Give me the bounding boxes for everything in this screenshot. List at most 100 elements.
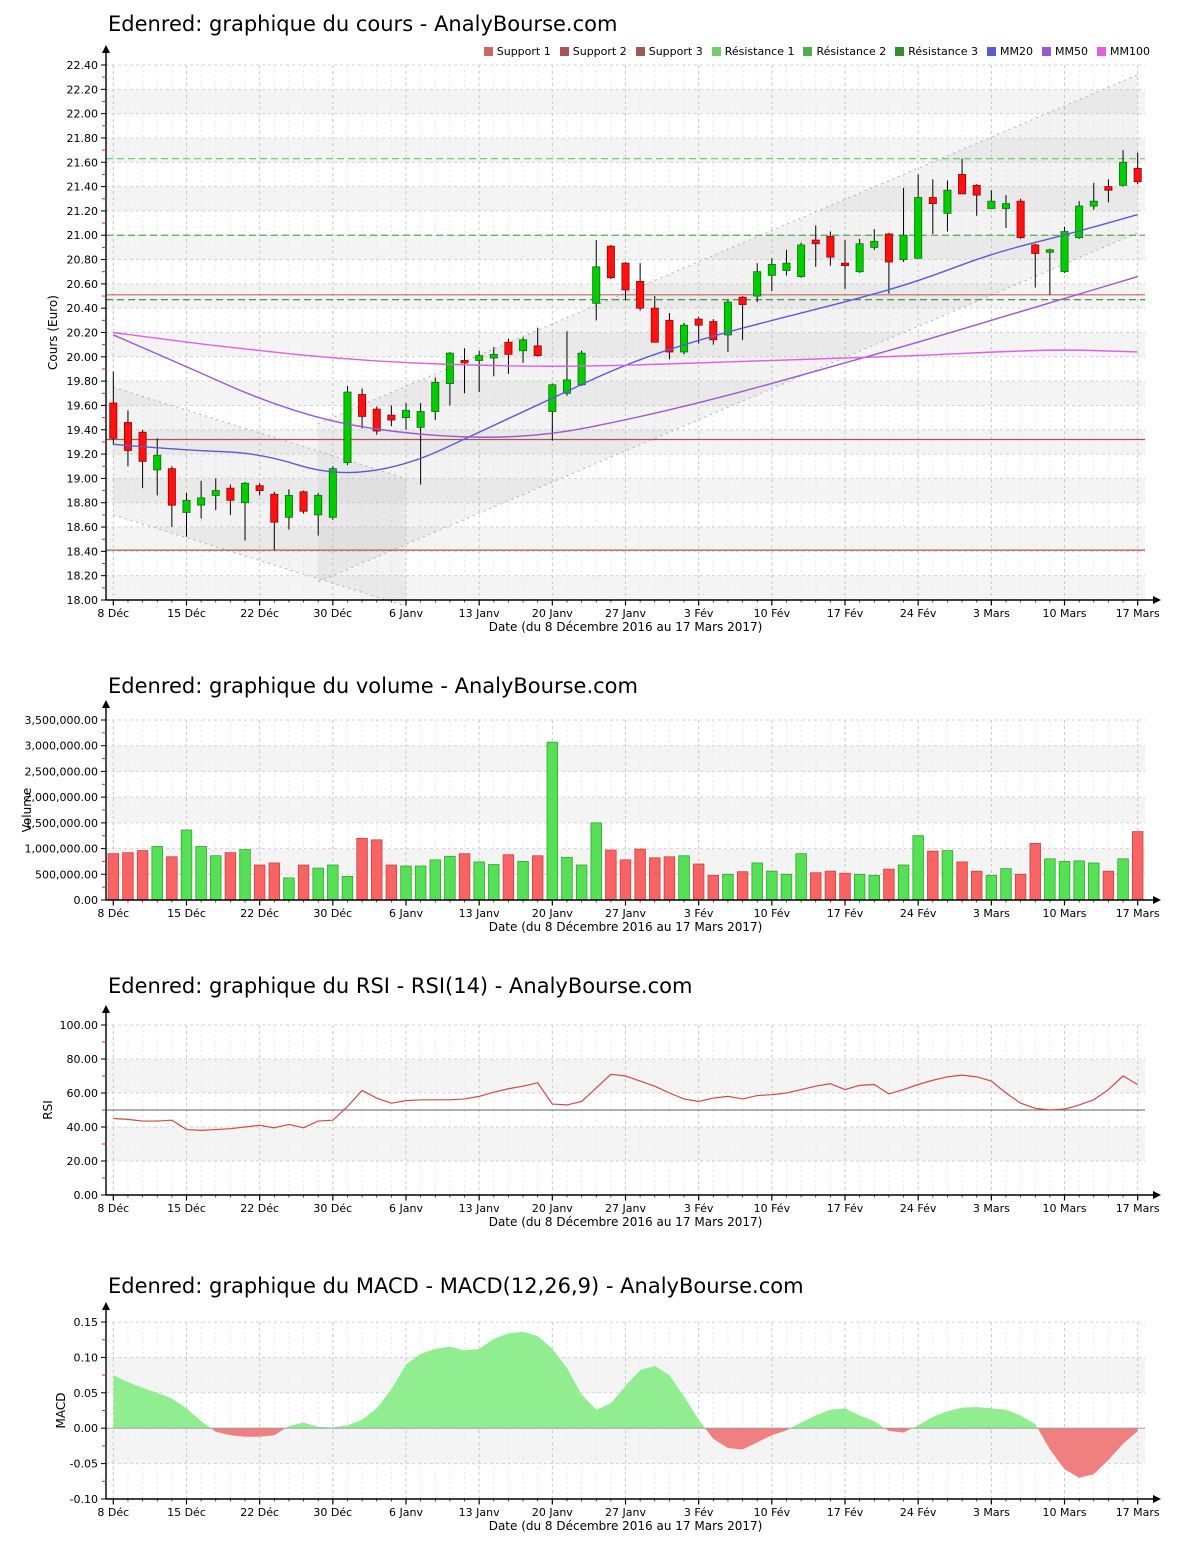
svg-text:18.00: 18.00 (67, 594, 99, 607)
rsi-chart-canvas: 100.00 80.00 60.00 40.00 20.00 0.008 Déc 15 Dé… (41, 1005, 1161, 1229)
svg-text:15 Déc: 15 Déc (167, 1506, 206, 1519)
legend-swatch-icon (711, 47, 721, 56)
svg-text:20 Janv: 20 Janv (532, 1506, 573, 1519)
svg-text:10 Mars: 10 Mars (1043, 1506, 1087, 1519)
svg-text:21.80: 21.80 (67, 132, 99, 145)
price-x-axis-label: Date (du 8 Décembre 2016 au 17 Mars 2017… (489, 620, 763, 634)
svg-text:1,500,000.00: 1,500,000.00 (25, 817, 98, 830)
macd-chart-section: Edenred: graphique du MACD - MACD(12,26,… (0, 1250, 1200, 1550)
svg-text:21.60: 21.60 (67, 156, 99, 169)
svg-text:13 Janv: 13 Janv (459, 907, 500, 920)
price-chart-canvas: 22.40 22.20 22.00 21.80 21.60 21.40 21.20 21.00… (46, 45, 1161, 634)
svg-text:3 Fév: 3 Fév (684, 1506, 714, 1519)
svg-text:0.00: 0.00 (74, 894, 99, 907)
legend-item-mm50: MM50 (1042, 45, 1088, 58)
legend-item-support-1: Support 1 (483, 45, 551, 58)
price-chart-title: Edenred: graphique du cours - AnalyBours… (108, 12, 618, 36)
svg-text:20.40: 20.40 (67, 302, 99, 315)
svg-text:24 Fév: 24 Fév (900, 607, 937, 620)
svg-text:40.00: 40.00 (67, 1121, 99, 1134)
legend-label: Résistance 2 (816, 45, 887, 58)
svg-text:22.40: 22.40 (67, 59, 99, 72)
svg-text:17 Fév: 17 Fév (827, 907, 864, 920)
svg-text:8 Déc: 8 Déc (97, 607, 129, 620)
svg-text:10 Mars: 10 Mars (1043, 907, 1087, 920)
legend-swatch-icon (803, 47, 813, 56)
svg-text:3,500,000.00: 3,500,000.00 (25, 714, 98, 727)
svg-text:10 Mars: 10 Mars (1043, 607, 1087, 620)
legend-swatch-icon (635, 47, 645, 56)
macd-chart-canvas: 0.15 0.10 0.05 0.00 -0.05 -0.108 Déc 15 Déc 22 … (54, 1302, 1161, 1533)
svg-text:10 Fév: 10 Fév (754, 607, 791, 620)
legend-item-resistance-2: Résistance 2 (803, 45, 886, 58)
volume-chart-title: Edenred: graphique du volume - AnalyBour… (108, 674, 638, 698)
legend-item-support-3: Support 3 (635, 45, 703, 58)
svg-text:30 Déc: 30 Déc (313, 607, 352, 620)
legend-label: Résistance 3 (908, 45, 979, 58)
svg-text:13 Janv: 13 Janv (459, 607, 500, 620)
rsi-x-axis-label: Date (du 8 Décembre 2016 au 17 Mars 2017… (489, 1215, 763, 1229)
svg-text:0.00: 0.00 (74, 1422, 99, 1435)
legend-swatch-icon (1042, 47, 1052, 56)
rsi-y-axis-label: RSI (41, 1100, 55, 1120)
svg-text:22 Déc: 22 Déc (240, 1506, 279, 1519)
svg-text:27 Janv: 27 Janv (605, 907, 646, 920)
svg-text:80.00: 80.00 (67, 1053, 99, 1066)
svg-text:17 Mars: 17 Mars (1116, 1202, 1160, 1215)
svg-text:8 Déc: 8 Déc (97, 1506, 129, 1519)
svg-text:1,000,000.00: 1,000,000.00 (25, 843, 98, 856)
svg-text:15 Déc: 15 Déc (167, 907, 206, 920)
svg-text:-0.10: -0.10 (70, 1493, 98, 1506)
svg-text:19.20: 19.20 (67, 448, 99, 461)
rsi-chart-title: Edenred: graphique du RSI - RSI(14) - An… (108, 974, 693, 998)
svg-text:30 Déc: 30 Déc (313, 907, 352, 920)
svg-text:6 Janv: 6 Janv (389, 1506, 423, 1519)
svg-text:22 Déc: 22 Déc (240, 607, 279, 620)
svg-text:20.00: 20.00 (67, 1155, 99, 1168)
svg-text:3,000,000.00: 3,000,000.00 (25, 740, 98, 753)
legend-item-resistance-1: Résistance 1 (711, 45, 795, 58)
rsi-chart-section: Edenred: graphique du RSI - RSI(14) - An… (0, 950, 1200, 1250)
legend-swatch-icon (1097, 47, 1107, 56)
price-chart-legend: Support 1 Support 2 Support 3 Résistance 1 R… (483, 45, 1150, 58)
svg-text:18.40: 18.40 (67, 545, 99, 558)
svg-text:19.00: 19.00 (67, 472, 99, 485)
volume-chart-canvas: 3,500,000.00 3,000,000.00 2,500,000.00 2,00… (20, 700, 1161, 934)
svg-text:6 Janv: 6 Janv (389, 607, 423, 620)
svg-text:0.15: 0.15 (74, 1316, 99, 1329)
svg-text:17 Mars: 17 Mars (1116, 607, 1160, 620)
svg-text:0.05: 0.05 (74, 1387, 99, 1400)
svg-text:0.10: 0.10 (74, 1351, 99, 1364)
svg-text:20 Janv: 20 Janv (532, 1202, 573, 1215)
price-y-axis-label: Cours (Euro) (46, 295, 60, 370)
svg-text:27 Janv: 27 Janv (605, 1506, 646, 1519)
svg-text:21.00: 21.00 (67, 229, 99, 242)
svg-text:3 Fév: 3 Fév (684, 607, 714, 620)
svg-text:21.40: 21.40 (67, 181, 99, 194)
svg-text:3 Mars: 3 Mars (973, 907, 1010, 920)
svg-text:19.40: 19.40 (67, 424, 99, 437)
svg-text:20 Janv: 20 Janv (532, 607, 573, 620)
legend-item-mm20: MM20 (987, 45, 1033, 58)
svg-text:6 Janv: 6 Janv (389, 1202, 423, 1215)
svg-text:24 Fév: 24 Fév (900, 907, 937, 920)
legend-swatch-icon (483, 47, 493, 56)
svg-text:15 Déc: 15 Déc (167, 607, 206, 620)
svg-text:20.80: 20.80 (67, 254, 99, 267)
svg-text:3 Fév: 3 Fév (684, 1202, 714, 1215)
macd-x-axis-label: Date (du 8 Décembre 2016 au 17 Mars 2017… (489, 1519, 763, 1533)
svg-text:20.20: 20.20 (67, 327, 99, 340)
svg-text:22 Déc: 22 Déc (240, 907, 279, 920)
macd-y-axis-label: MACD (54, 1393, 68, 1429)
svg-text:3 Fév: 3 Fév (684, 907, 714, 920)
legend-label: Support 2 (572, 45, 627, 58)
svg-text:2,500,000.00: 2,500,000.00 (25, 765, 98, 778)
legend-item-resistance-3: Résistance 3 (895, 45, 978, 58)
svg-text:17 Mars: 17 Mars (1116, 907, 1160, 920)
svg-text:-0.05: -0.05 (70, 1458, 98, 1471)
legend-label: Résistance 1 (724, 45, 795, 58)
legend-item-mm100: MM100 (1097, 45, 1150, 58)
legend-label: MM20 (1000, 45, 1034, 58)
svg-text:18.60: 18.60 (67, 521, 99, 534)
